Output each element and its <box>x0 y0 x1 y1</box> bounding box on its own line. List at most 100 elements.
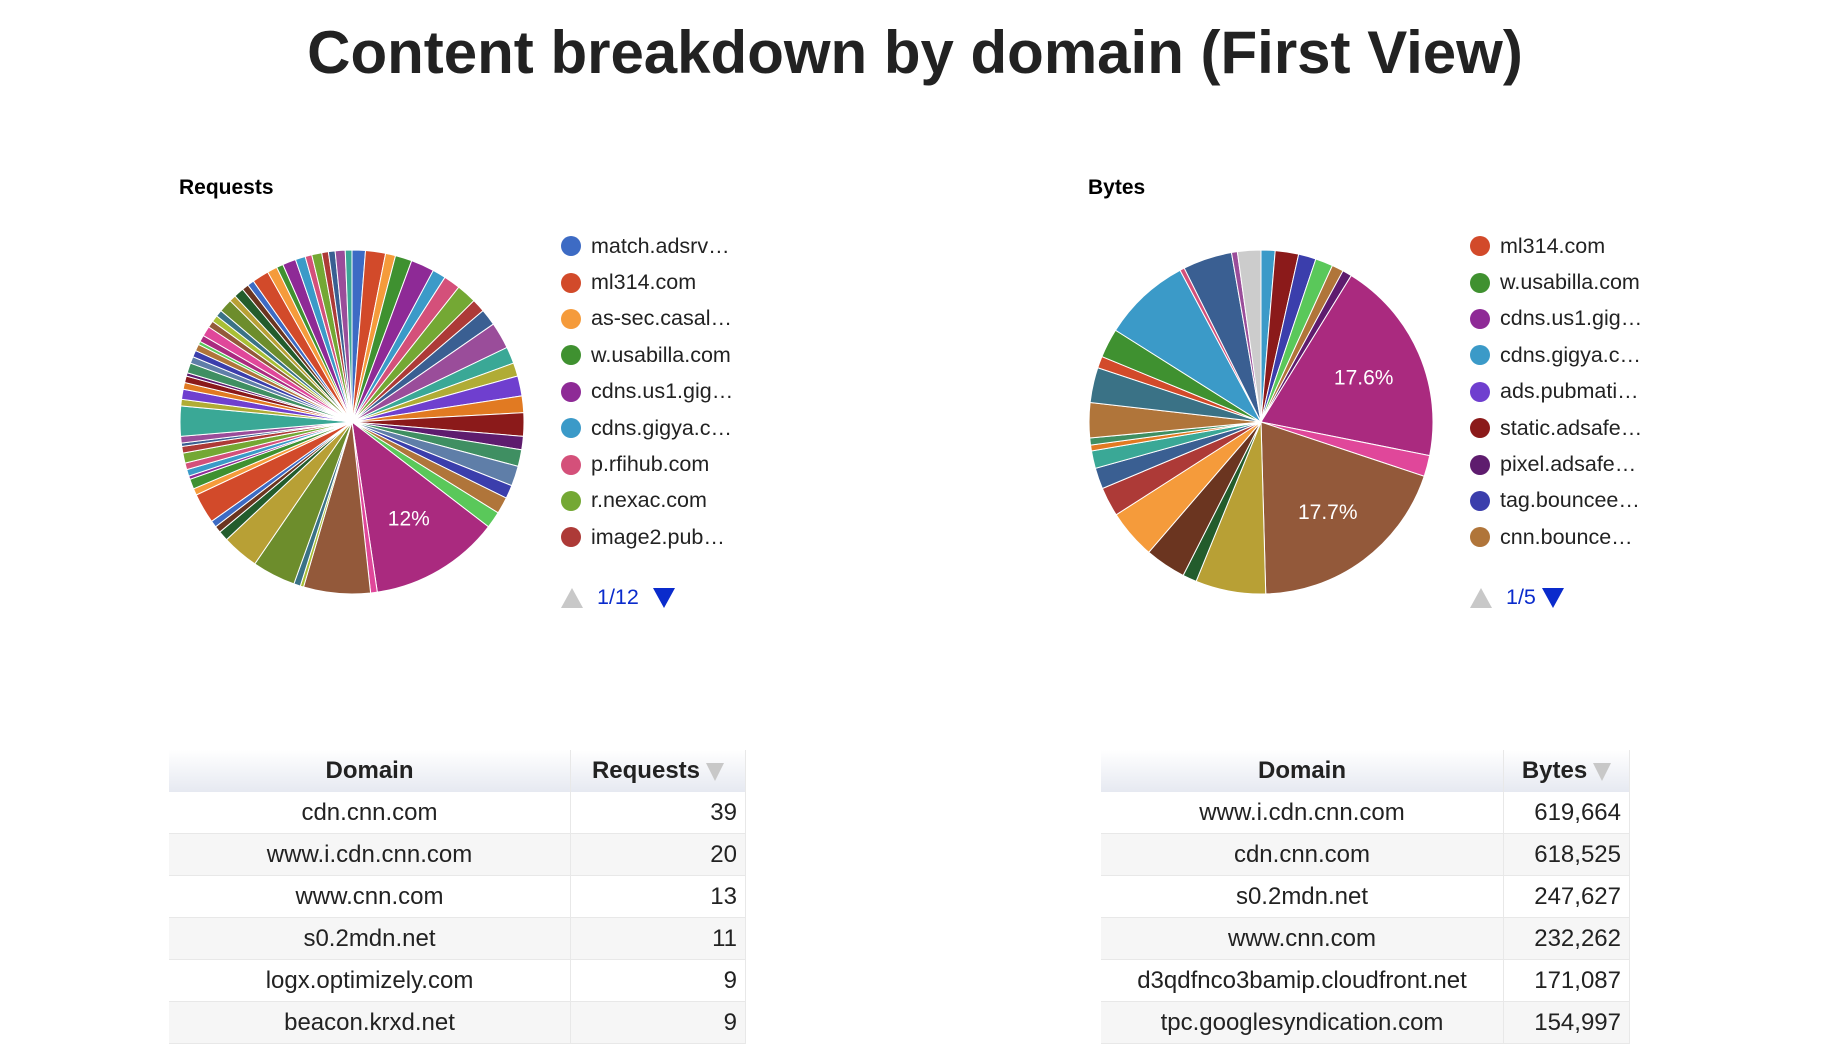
legend-item[interactable]: match.adsrv… <box>561 228 733 264</box>
legend-item[interactable]: r.nexac.com <box>561 483 733 519</box>
legend-item[interactable]: image2.pub… <box>561 519 733 555</box>
requests-column-header[interactable]: Requests <box>570 750 746 792</box>
domain-cell: www.cnn.com <box>169 875 571 918</box>
bytes-chart-title: Bytes <box>1088 176 1146 199</box>
pie-slice[interactable] <box>344 249 353 423</box>
value-cell: 11 <box>570 917 746 960</box>
legend-label: ml314.com <box>1500 233 1606 258</box>
legend-item[interactable]: static.adsafe… <box>1470 410 1642 446</box>
legend-item[interactable]: cdns.gigya.c… <box>561 410 733 446</box>
legend-label: pixel.adsafe… <box>1500 452 1637 477</box>
legend-color-dot <box>561 272 581 293</box>
requests-chart-title: Requests <box>179 176 274 199</box>
bytes-legend: ml314.com w.usabilla.com cdns.us1.gig… cdns… <box>1470 228 1642 556</box>
domain-cell: s0.2mdn.net <box>169 917 571 960</box>
legend-color-dot <box>561 527 581 548</box>
legend-label: w.usabilla.com <box>1500 270 1640 295</box>
table-row[interactable]: s0.2mdn.net 11 <box>169 917 746 960</box>
legend-color-dot <box>1470 272 1490 293</box>
pie-slice[interactable] <box>1236 249 1262 423</box>
value-cell: 618,525 <box>1503 833 1630 876</box>
legend-color-dot <box>561 345 581 366</box>
legend-item[interactable]: w.usabilla.com <box>561 337 733 373</box>
domain-cell: s0.2mdn.net <box>1101 875 1504 918</box>
domain-cell: www.cnn.com <box>1101 917 1504 960</box>
next-page-icon[interactable] <box>652 587 675 608</box>
table-row[interactable]: www.cnn.com 13 <box>169 875 746 918</box>
legend-color-dot <box>1470 418 1490 439</box>
domain-cell: logx.optimizely.com <box>169 959 571 1002</box>
legend-item[interactable]: ml314.com <box>1470 228 1642 264</box>
domain-column-header[interactable]: Domain <box>169 750 571 792</box>
legend-color-dot <box>1470 454 1490 475</box>
legend-color-dot <box>561 236 581 257</box>
requests-pie-chart[interactable]: 12% <box>179 249 525 595</box>
legend-color-dot <box>1470 308 1490 329</box>
legend-item[interactable]: p.rfihub.com <box>561 446 733 482</box>
legend-label: p.rfihub.com <box>591 452 710 477</box>
table-row[interactable]: beacon.krxd.net 9 <box>169 1001 746 1044</box>
page-title: Content breakdown by domain (First View) <box>307 19 1523 86</box>
legend-label: match.adsrv… <box>591 233 730 258</box>
pie-slice[interactable] <box>351 420 490 593</box>
bytes-column-header[interactable]: Bytes <box>1503 750 1630 792</box>
legend-item[interactable]: cdns.gigya.c… <box>1470 337 1642 373</box>
requests-legend: match.adsrv… ml314.com as-sec.casal… w.usab… <box>561 228 733 556</box>
value-cell: 154,997 <box>1503 1001 1630 1044</box>
legend-color-dot <box>1470 381 1490 402</box>
legend-label: w.usabilla.com <box>591 342 731 367</box>
domain-cell: www.i.cdn.cnn.com <box>1101 792 1504 834</box>
value-cell: 232,262 <box>1503 917 1630 960</box>
legend-label: as-sec.casal… <box>591 306 732 331</box>
legend-item[interactable]: cdns.us1.gig… <box>561 374 733 410</box>
table-row[interactable]: d3qdfnco3bamip.cloudfront.net 171,087 <box>1101 959 1630 1002</box>
legend-item[interactable]: tag.bouncee… <box>1470 483 1642 519</box>
previous-page-icon[interactable] <box>561 587 583 608</box>
bytes-pager-text: 1/5 <box>1506 585 1536 609</box>
legend-label: cnn.bounce… <box>1500 524 1633 549</box>
sort-descending-icon <box>1593 762 1612 781</box>
legend-color-dot <box>1470 490 1490 511</box>
pie-slice[interactable] <box>1260 274 1434 457</box>
legend-item[interactable]: as-sec.casal… <box>561 301 733 337</box>
previous-page-icon[interactable] <box>1470 587 1492 608</box>
legend-label: static.adsafe… <box>1500 415 1643 440</box>
bytes-pie-chart[interactable]: 17.6% 17.7% <box>1088 249 1434 595</box>
legend-label: cdns.gigya.c… <box>591 415 733 440</box>
value-cell: 39 <box>570 792 746 834</box>
table-row[interactable]: s0.2mdn.net 247,627 <box>1101 875 1630 918</box>
legend-label: r.nexac.com <box>591 488 707 513</box>
legend-label: cdns.us1.gig… <box>591 379 734 404</box>
legend-item[interactable]: cnn.bounce… <box>1470 519 1642 555</box>
next-page-icon[interactable] <box>1541 587 1564 608</box>
value-cell: 171,087 <box>1503 959 1630 1002</box>
legend-item[interactable]: ml314.com <box>561 264 733 300</box>
pie-slice[interactable] <box>1260 421 1425 595</box>
domain-column-header[interactable]: Domain <box>1101 750 1504 792</box>
table-row[interactable]: www.i.cdn.cnn.com 20 <box>169 833 746 876</box>
legend-item[interactable]: cdns.us1.gig… <box>1470 301 1642 337</box>
sort-descending-icon <box>706 762 725 781</box>
legend-item[interactable]: w.usabilla.com <box>1470 264 1642 300</box>
legend-color-dot <box>1470 236 1490 257</box>
domain-cell: www.i.cdn.cnn.com <box>169 833 571 876</box>
legend-label: image2.pub… <box>591 524 725 549</box>
table-row[interactable]: logx.optimizely.com 9 <box>169 959 746 1002</box>
table-row[interactable]: cdn.cnn.com 39 <box>169 792 746 834</box>
legend-color-dot <box>1470 345 1490 366</box>
legend-item[interactable]: ads.pubmati… <box>1470 374 1642 410</box>
bytes-legend-pager: 1/5 <box>1470 585 1564 610</box>
bytes-table: Domain Bytes www.i.cdn.cnn.com 619,664 cdn… <box>1101 750 1630 1044</box>
table-row[interactable]: cdn.cnn.com 618,525 <box>1101 833 1630 876</box>
legend-label: ads.pubmati… <box>1500 379 1639 404</box>
requests-legend-pager: 1/12 <box>561 585 675 610</box>
legend-label: tag.bouncee… <box>1500 488 1640 513</box>
legend-color-dot <box>561 490 581 511</box>
legend-item[interactable]: pixel.adsafe… <box>1470 446 1642 482</box>
pie-slice[interactable] <box>1114 269 1263 424</box>
domain-cell: tpc.googlesyndication.com <box>1101 1001 1504 1044</box>
table-row[interactable]: www.i.cdn.cnn.com 619,664 <box>1101 792 1630 834</box>
table-row[interactable]: tpc.googlesyndication.com 154,997 <box>1101 1001 1630 1044</box>
table-row[interactable]: www.cnn.com 232,262 <box>1101 917 1630 960</box>
legend-color-dot <box>561 308 581 329</box>
